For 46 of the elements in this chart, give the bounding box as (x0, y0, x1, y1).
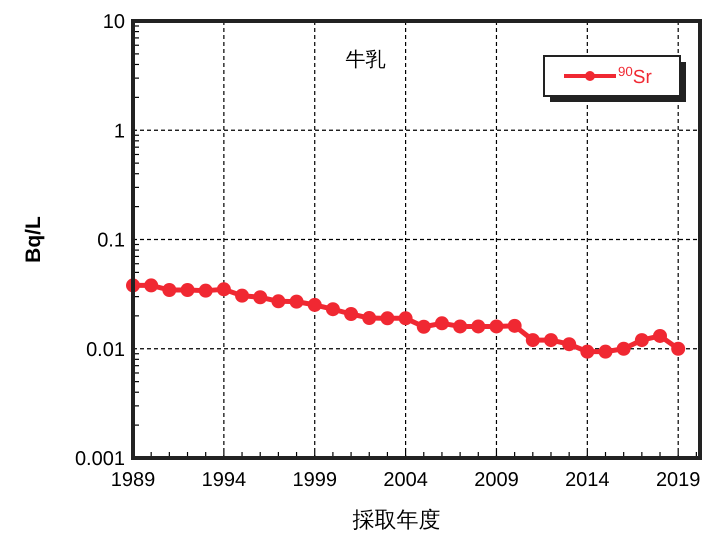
y-axis-title: Bq/L (22, 216, 45, 263)
x-tick-label: 1999 (292, 469, 337, 491)
point (526, 333, 540, 348)
y-tick-label: 0.01 (86, 338, 125, 361)
point (562, 337, 576, 352)
y-tick-label: 10 (102, 11, 125, 33)
y-tick-label: 0.001 (74, 448, 125, 470)
point (398, 311, 413, 326)
point (671, 342, 686, 356)
point (634, 333, 649, 348)
point (416, 320, 431, 334)
x-axis-title: 採取年度 (352, 507, 440, 532)
point (598, 344, 612, 359)
x-tick-label: 2009 (474, 469, 519, 491)
point (180, 282, 195, 297)
point (198, 284, 213, 298)
legend-label: $^{90}$Sr (618, 64, 652, 88)
x-tick-label: 2019 (656, 469, 700, 491)
point (434, 316, 449, 330)
point (653, 328, 668, 343)
x-tick-label: 2004 (383, 469, 428, 491)
y-tick-label: 1 (114, 120, 125, 142)
text: 牛乳 (345, 49, 386, 71)
x-tick-label: 1994 (202, 469, 246, 491)
x-tick-label: 2014 (565, 469, 610, 491)
point (471, 319, 486, 334)
point (253, 290, 268, 304)
point (380, 311, 394, 326)
point (326, 302, 340, 316)
point (144, 278, 158, 292)
point (271, 294, 286, 308)
point (216, 282, 231, 296)
point (489, 319, 504, 334)
point (508, 318, 522, 333)
point (616, 342, 631, 356)
y-tick-label: 0.1 (97, 230, 125, 252)
point (453, 319, 468, 334)
point (580, 344, 594, 359)
point (362, 311, 376, 326)
point (162, 282, 176, 297)
point (544, 333, 558, 348)
point (344, 307, 358, 321)
point (235, 288, 250, 303)
x-tick-label: 1989 (110, 469, 156, 491)
point (290, 294, 304, 309)
point (308, 298, 322, 312)
